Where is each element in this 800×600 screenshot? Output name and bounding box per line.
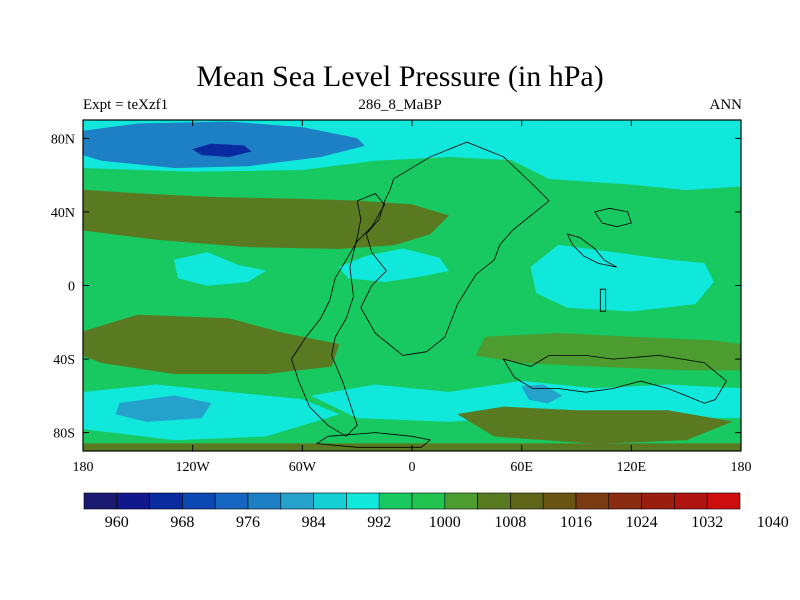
chart-title: Mean Sea Level Pressure (in hPa)	[196, 60, 604, 93]
colorbar-label: 1040	[757, 514, 789, 531]
x-tick-label: 0	[409, 460, 416, 475]
x-tick-label: 180	[731, 460, 752, 475]
colorbar-label: 992	[367, 514, 391, 531]
pressure-region-southern-blue-small	[521, 384, 563, 404]
colorbar-label: 1016	[560, 514, 592, 531]
colorbar-label: 1024	[626, 514, 658, 531]
x-tick-label: 60W	[289, 460, 317, 475]
y-tick-label: 80S	[53, 427, 75, 442]
pressure-region-arctic-low-core	[192, 143, 252, 158]
y-tick-label: 0	[68, 280, 75, 295]
land-outline-americas-outline	[290, 193, 386, 437]
colorbar-bin	[411, 492, 446, 510]
pressure-region-southern-low-west	[115, 395, 212, 422]
colorbar-bin	[116, 492, 150, 510]
pressure-region-central-asia-cyan	[411, 141, 741, 191]
colorbar-label: 984	[302, 514, 326, 531]
colorbar-bin	[247, 492, 282, 510]
y-tick-label: 40N	[51, 206, 75, 221]
pressure-field	[83, 120, 741, 451]
colorbar-bin	[280, 492, 314, 510]
land-outlines	[290, 141, 727, 448]
colorbar-bin	[313, 492, 347, 510]
x-tick-label: 120W	[176, 460, 211, 475]
pressure-region-southern-cyan-west	[83, 384, 340, 441]
land-outline-eurasia-africa-outline	[360, 141, 550, 356]
colorbar-bin	[346, 492, 380, 510]
colorbar-bin	[214, 492, 249, 510]
land-outline-east-asia-block	[594, 207, 632, 228]
axis-ticks: 180 120W 60W 0 60E 120E 180 80N 40N 0 40S 80S	[51, 120, 752, 475]
colorbar-label: 1000	[429, 514, 461, 531]
x-tick-label: 180	[73, 460, 94, 475]
y-tick-label: 40S	[53, 353, 75, 368]
pressure-region-pacific-high-south	[83, 314, 340, 375]
land-outline-australia-like-outline	[502, 354, 727, 404]
colorbar-bin	[542, 492, 577, 510]
land-outline-asia-east-outline	[566, 233, 617, 268]
season-subtitle: ANN	[709, 97, 743, 113]
colorbar-label: 1032	[691, 514, 723, 531]
land-outline-island-outline	[599, 288, 607, 312]
colorbar-bin	[510, 492, 544, 510]
pressure-region-tropical-cyan-west	[174, 252, 267, 286]
colorbar-bin	[477, 492, 511, 510]
colorbar-bin	[444, 492, 478, 510]
colorbar-label: 960	[105, 514, 129, 531]
experiment-subtitle: Expt = teXzf1	[83, 97, 169, 113]
pressure-region-pacific-high-north	[83, 189, 450, 249]
colorbar-bin	[378, 492, 413, 510]
colorbar-label: 1008	[494, 514, 526, 531]
x-tick-label: 60E	[510, 460, 533, 475]
x-tick-label: 120E	[617, 460, 647, 475]
y-tick-label: 80N	[51, 132, 75, 147]
colorbar-bin	[149, 492, 183, 510]
colorbar-bin	[608, 492, 642, 510]
pressure-region-tropical-cyan-atlantic	[338, 248, 450, 283]
colorbar-bin	[83, 492, 118, 510]
colorbar-bin	[575, 492, 610, 510]
colorbar-label: 968	[170, 514, 194, 531]
pressure-region-southern-high-band	[456, 406, 733, 444]
colorbar: 960 968 976 984 992 1000 1008 1016 1024 1032 1040	[83, 492, 789, 531]
colorbar-bin	[641, 492, 675, 510]
colorbar-bin	[674, 492, 708, 510]
land-outline-antarctica-outline	[315, 432, 432, 448]
colorbar-bin	[182, 492, 216, 510]
pressure-region-indian-ocean-cyan	[530, 244, 714, 312]
colorbar-label: 976	[236, 514, 260, 531]
colorbar-bin	[706, 492, 741, 510]
age-subtitle: 286_8_MaBP	[358, 97, 442, 113]
